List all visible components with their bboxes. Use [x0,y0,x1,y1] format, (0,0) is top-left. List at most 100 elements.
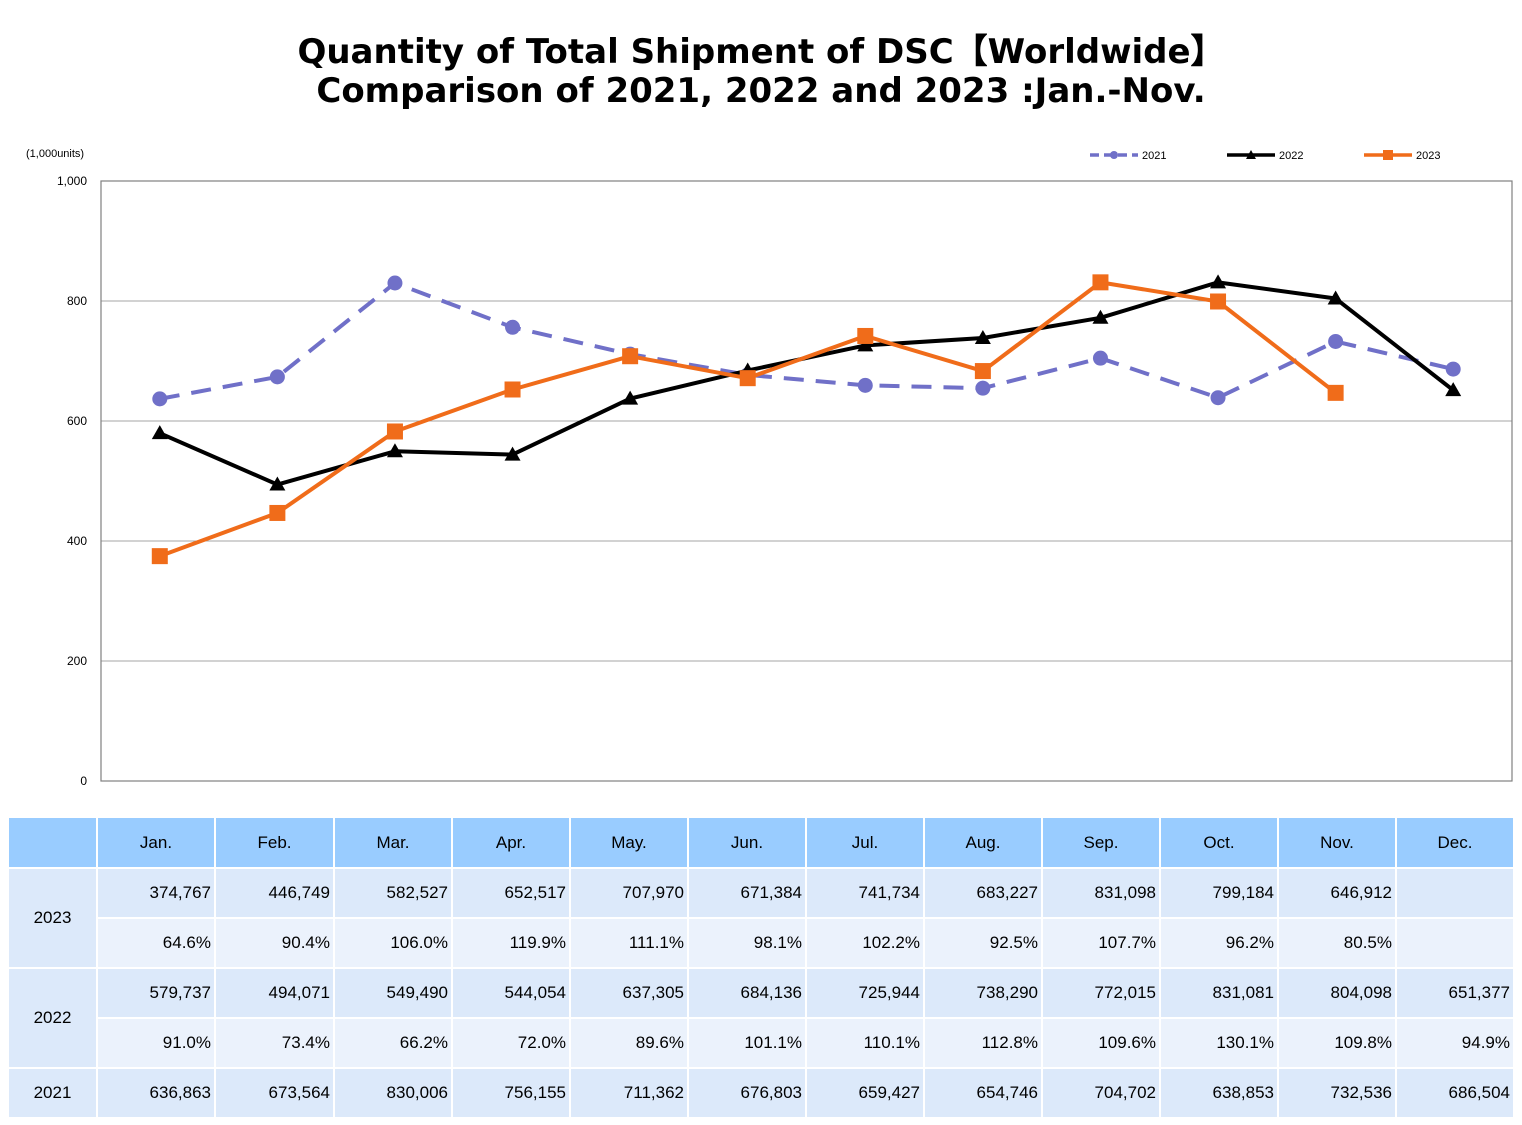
data-point-2022 [857,337,874,352]
table-cell [1397,869,1513,917]
data-point-2021 [1092,350,1108,366]
series-line-2021 [159,280,1454,401]
y-tick-label: 200 [67,654,87,668]
table-cell: 73.4% [216,1019,333,1067]
table-cell: 799,184 [1161,869,1277,917]
table-header-row: Jan. Feb. Mar. Apr. May. Jun. Jul. Aug. Sep. Oct.… [9,818,1513,867]
table-header-month: Apr. [453,818,569,867]
data-point-2021 [505,319,521,335]
table-cell [1397,919,1513,967]
data-point-2022 [622,390,639,405]
data-point-2023 [857,327,874,344]
data-point-2023 [974,363,991,380]
series-layer [151,274,1462,565]
data-point-2023 [739,370,756,387]
table-cell: 646,912 [1279,869,1395,917]
data-point-2022 [1092,309,1109,324]
table-cell: 732,536 [1279,1069,1395,1117]
legend-label: 2022 [1279,150,1303,162]
table-cell: 582,527 [335,869,451,917]
data-point-2021 [1210,390,1226,406]
data-point-2022 [269,476,286,491]
data-point-2021 [857,377,873,393]
table-cell: 96.2% [1161,919,1277,967]
table-row: 64.6% 90.4% 106.0% 119.9% 111.1% 98.1% 102.2% 9… [9,919,1513,967]
table-cell: 654,746 [925,1069,1041,1117]
table-header-month: Jul. [807,818,923,867]
table-cell: 637,305 [571,969,687,1017]
table-cell: 652,517 [453,869,569,917]
legend-label: 2023 [1416,150,1440,162]
series-line-2023 [159,280,1337,559]
table-cell: 804,098 [1279,969,1395,1017]
table-cell: 738,290 [925,969,1041,1017]
table-cell: 109.8% [1279,1019,1395,1067]
table-cell: 676,803 [689,1069,805,1117]
table-cell: 684,136 [689,969,805,1017]
table-cell: 683,227 [925,869,1041,917]
table-cell: 101.1% [689,1019,805,1067]
data-point-2023 [1210,293,1227,310]
table-cell: 673,564 [216,1069,333,1117]
legend-marker [1110,151,1118,159]
table-cell: 831,098 [1043,869,1159,917]
table-cell: 89.6% [571,1019,687,1067]
table-cell: 671,384 [689,869,805,917]
table-cell: 106.0% [335,919,451,967]
data-point-2022 [1445,382,1462,397]
table-cell: 66.2% [335,1019,451,1067]
table-cell: 772,015 [1043,969,1159,1017]
data-point-2022 [974,330,991,345]
plot-frame [100,180,1513,782]
table-header-month: Dec. [1397,818,1513,867]
data-point-2023 [151,548,168,565]
table-cell: 92.5% [925,919,1041,967]
table-cell: 119.9% [453,919,569,967]
table-header-month: Nov. [1279,818,1395,867]
table-cell: 111.1% [571,919,687,967]
table-year-label: 2023 [9,869,96,967]
data-point-2021 [975,380,991,396]
table-cell: 725,944 [807,969,923,1017]
y-tick-label: 600 [67,414,87,428]
table-cell: 94.9% [1397,1019,1513,1067]
table-cell: 64.6% [98,919,214,967]
data-point-2021 [1445,361,1461,377]
table-cell: 91.0% [98,1019,214,1067]
table-cell: 107.7% [1043,919,1159,967]
table-cell: 109.6% [1043,1019,1159,1067]
table-header-month: Sep. [1043,818,1159,867]
table-cell: 651,377 [1397,969,1513,1017]
table-cell: 741,734 [807,869,923,917]
table-header-corner [9,818,96,867]
table-row: 2021 636,863 673,564 830,006 756,155 711,362 6… [9,1069,1513,1117]
table-row: 2023 374,767 446,749 582,527 652,517 707,970 6… [9,869,1513,967]
data-point-2023 [1327,384,1344,401]
series-line-2022 [158,280,1455,487]
axis-layer: 0 200 400 600 800 1,000 (1,000units) [26,148,1513,788]
legend-item-2023: 2023 [1364,150,1440,162]
data-table: Jan. Feb. Mar. Apr. May. Jun. Jul. Aug. Sep. Oct.… [7,816,1515,1119]
legend-marker [1383,150,1393,160]
table-cell: 638,853 [1161,1069,1277,1117]
table-cell: 110.1% [807,1019,923,1067]
table-cell: 756,155 [453,1069,569,1117]
data-point-2023 [504,381,521,398]
table-cell: 830,006 [335,1069,451,1117]
table-header-month: Aug. [925,818,1041,867]
table-header-month: May. [571,818,687,867]
table-year-label: 2021 [9,1069,96,1117]
table-cell: 704,702 [1043,1069,1159,1117]
series-2023 [151,274,1344,565]
table-cell: 80.5% [1279,919,1395,967]
data-point-2023 [622,348,639,365]
data-point-2023 [1092,274,1109,291]
table-cell: 72.0% [453,1019,569,1067]
data-point-2022 [1327,290,1344,305]
legend-label: 2021 [1142,150,1166,162]
data-point-2021 [1328,333,1344,349]
table-cell: 579,737 [98,969,214,1017]
table-cell: 112.8% [925,1019,1041,1067]
data-point-2023 [386,423,403,440]
